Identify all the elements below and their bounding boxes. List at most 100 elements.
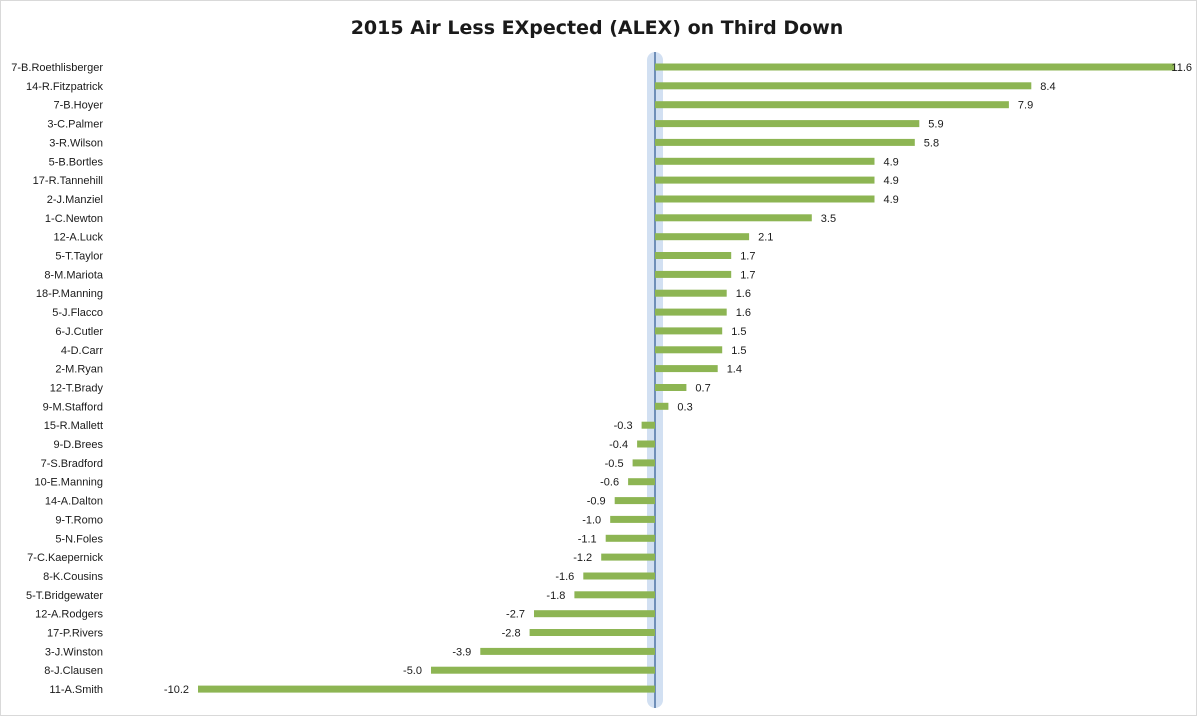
category-label: 4-D.Carr <box>61 345 104 357</box>
data-label: 1.4 <box>727 364 742 376</box>
bar <box>655 308 727 316</box>
category-label: 8-M.Mariota <box>44 269 104 281</box>
bar <box>655 101 1009 109</box>
data-label: -0.5 <box>605 458 624 470</box>
bar <box>610 515 655 523</box>
data-label: -1.1 <box>578 533 597 545</box>
data-label: 1.6 <box>736 307 751 319</box>
category-label: 15-R.Mallett <box>44 420 103 432</box>
data-label: 1.5 <box>731 326 746 338</box>
category-label: 12-A.Rodgers <box>35 609 103 621</box>
bar <box>655 346 723 354</box>
category-label: 12-A.Luck <box>53 232 103 244</box>
category-label: 3-R.Wilson <box>49 137 103 149</box>
category-label: 17-P.Rivers <box>47 628 104 640</box>
labels-layer: 7-B.Roethlisberger 11.6 14-R.Fitzpatrick 8.… <box>11 62 1192 696</box>
bar <box>655 289 727 297</box>
category-label: 2-J.Manziel <box>47 194 103 206</box>
data-label: -5.0 <box>403 665 422 677</box>
data-label: -2.8 <box>502 628 521 640</box>
category-label: 1-C.Newton <box>45 213 103 225</box>
data-label: 4.9 <box>884 194 899 206</box>
data-label: 1.7 <box>740 269 755 281</box>
data-label: -1.6 <box>555 571 574 583</box>
bar <box>655 63 1175 71</box>
data-label: 4.9 <box>884 156 899 168</box>
category-label: 5-N.Foles <box>55 533 103 545</box>
category-label: 6-J.Cutler <box>55 326 103 338</box>
data-label: -10.2 <box>164 684 189 696</box>
data-label: 11.6 <box>1171 62 1192 74</box>
category-label: 7-B.Hoyer <box>53 100 103 112</box>
bar <box>431 666 655 674</box>
data-label: 0.3 <box>677 401 692 413</box>
bar <box>534 610 655 618</box>
category-label: 9-D.Brees <box>53 439 103 451</box>
category-label: 11-A.Smith <box>49 684 103 696</box>
data-label: 1.6 <box>736 288 751 300</box>
data-label: -2.7 <box>506 609 525 621</box>
bar <box>655 233 750 241</box>
data-label: -0.3 <box>614 420 633 432</box>
bar <box>655 176 875 184</box>
bar <box>601 553 655 561</box>
bar <box>632 459 655 467</box>
bar <box>605 534 655 542</box>
bars-layer <box>198 63 1175 693</box>
bar <box>655 270 732 278</box>
bar <box>198 685 655 693</box>
data-label: 4.9 <box>884 175 899 187</box>
category-label: 9-M.Stafford <box>43 401 103 413</box>
data-label: 3.5 <box>821 213 836 225</box>
bar <box>529 629 655 636</box>
category-label: 5-T.Taylor <box>55 251 103 263</box>
bar <box>655 365 718 373</box>
bar <box>628 478 655 486</box>
category-label: 12-T.Brady <box>50 383 104 395</box>
bar <box>655 195 875 203</box>
data-label: -1.0 <box>582 514 601 526</box>
chart-title: 2015 Air Less EXpected (ALEX) on Third D… <box>351 17 844 39</box>
data-label: -0.4 <box>609 439 628 451</box>
category-label: 7-B.Roethlisberger <box>11 62 103 74</box>
data-label: -1.2 <box>573 552 592 564</box>
category-label: 14-R.Fitzpatrick <box>26 81 104 93</box>
category-label: 2-M.Ryan <box>55 364 103 376</box>
data-label: 1.7 <box>740 251 755 263</box>
bar <box>655 214 812 222</box>
category-label: 7-S.Bradford <box>41 458 103 470</box>
bar <box>655 327 723 335</box>
category-label: 9-T.Romo <box>55 514 103 526</box>
data-label: 2.1 <box>758 232 773 244</box>
data-label: 1.5 <box>731 345 746 357</box>
category-label: 7-C.Kaepernick <box>27 552 103 564</box>
data-label: 5.8 <box>924 137 939 149</box>
category-label: 3-J.Winston <box>45 646 103 658</box>
bar <box>655 138 915 146</box>
category-label: 5-T.Bridgewater <box>26 590 103 602</box>
bar <box>614 497 655 505</box>
data-label: 0.7 <box>695 383 710 395</box>
category-label: 8-K.Cousins <box>43 571 103 583</box>
category-label: 5-J.Flacco <box>52 307 103 319</box>
data-label: -0.6 <box>600 477 619 489</box>
axis-layer <box>647 52 663 708</box>
data-label: 5.9 <box>928 119 943 131</box>
bar <box>655 157 875 165</box>
bar <box>655 252 732 259</box>
bar <box>655 120 920 128</box>
category-label: 5-B.Bortles <box>49 156 104 168</box>
bar <box>583 572 655 580</box>
bar <box>480 647 655 655</box>
bar <box>637 440 655 448</box>
data-label: -3.9 <box>452 646 471 658</box>
category-label: 17-R.Tannehill <box>33 175 103 187</box>
bar <box>655 82 1032 90</box>
bar <box>574 591 655 599</box>
data-label: 7.9 <box>1018 100 1033 112</box>
category-label: 18-P.Manning <box>36 288 103 300</box>
category-label: 14-A.Dalton <box>45 496 103 508</box>
data-label: -0.9 <box>587 496 606 508</box>
